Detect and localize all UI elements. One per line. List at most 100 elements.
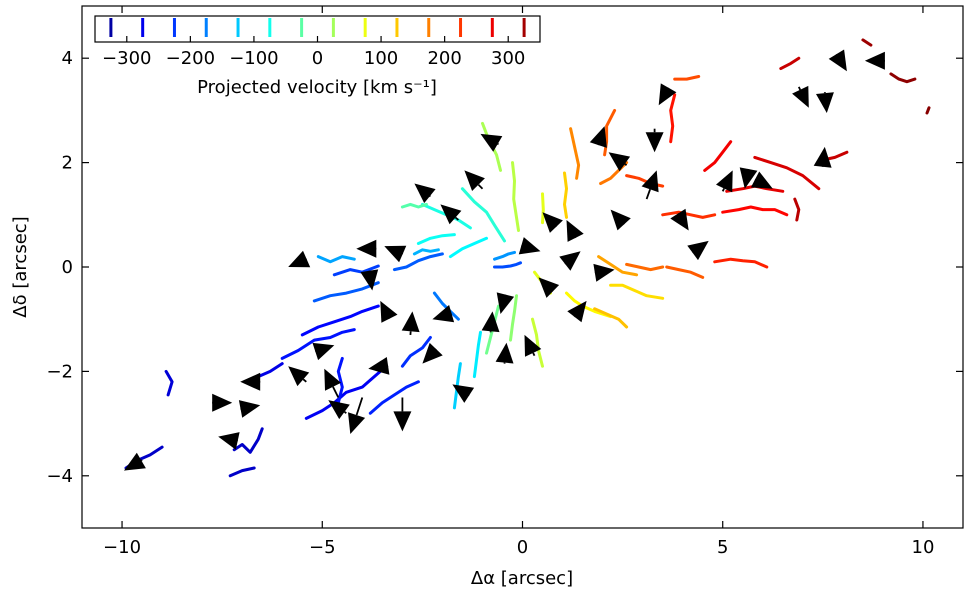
- streamline: [368, 380, 420, 415]
- colorbar-tick-label: 200: [427, 48, 461, 69]
- streamline: [332, 264, 380, 277]
- velocity-arrow: [380, 300, 398, 323]
- streamline: [300, 304, 380, 337]
- streamline: [609, 283, 665, 300]
- streamline: [793, 197, 801, 222]
- streamline: [280, 328, 356, 360]
- streamline: [416, 233, 456, 245]
- colorbar-tick-label: 300: [491, 48, 525, 69]
- colorbar-tick-label: −300: [102, 48, 151, 69]
- arrow-layer: [124, 49, 885, 471]
- velocity-arrow: [240, 372, 261, 391]
- velocity-arrow: [542, 212, 563, 233]
- velocity-arrow: [480, 133, 503, 152]
- velocity-arrow: [481, 311, 500, 333]
- streamline: [625, 262, 665, 272]
- colorbar: −300 −200 −100 0 100 200 300 Projected velocit…: [94, 15, 541, 98]
- streamline: [779, 56, 801, 71]
- velocity-arrow: [218, 432, 240, 450]
- velocity-arrow: [645, 128, 664, 153]
- streamline: [661, 210, 717, 219]
- velocity-arrow: [813, 146, 832, 168]
- velocity-arrow: [368, 357, 390, 375]
- colorbar-segments: [109, 18, 526, 37]
- y-tick-label: −4: [46, 466, 73, 487]
- velocity-arrow: [432, 305, 455, 323]
- streamline: [603, 108, 617, 157]
- colorbar-tick-label: 100: [364, 48, 398, 69]
- streamline: [509, 294, 518, 342]
- streamline: [392, 252, 444, 272]
- velocity-arrow: [610, 209, 631, 231]
- velocity-arrow: [312, 342, 335, 361]
- x-tick-label: 5: [717, 537, 728, 558]
- velocity-arrow: [816, 92, 834, 113]
- streamline: [889, 72, 917, 84]
- velocity-arrow: [324, 368, 342, 398]
- colorbar-ticks: −300 −200 −100 0 100 200 300: [102, 36, 525, 69]
- streamline: [541, 192, 545, 225]
- velocity-arrow: [739, 167, 758, 189]
- streamline: [336, 356, 344, 405]
- x-tick-label: 0: [517, 537, 528, 558]
- streamline: [713, 257, 769, 269]
- velocity-arrow: [360, 269, 379, 291]
- colorbar-tick-label: −200: [166, 48, 215, 69]
- velocity-arrow: [393, 397, 412, 432]
- velocity-arrow: [328, 400, 350, 420]
- colorbar-tick-label: 0: [312, 48, 323, 69]
- colorbar-tick-label: −100: [229, 48, 278, 69]
- streamline: [304, 364, 388, 420]
- velocity-arrow: [687, 240, 709, 261]
- velocity-arrow: [828, 49, 847, 72]
- velocity-arrow: [658, 83, 677, 106]
- velocity-arrow: [348, 397, 366, 434]
- streamline: [673, 75, 701, 81]
- velocity-arrow: [452, 384, 475, 403]
- streamline-layer: [124, 38, 931, 478]
- y-tick-label: 4: [62, 48, 73, 69]
- y-axis-label: Δδ [arcsec]: [10, 216, 31, 317]
- velocity-arrow: [212, 393, 233, 412]
- velocity-arrow: [495, 342, 514, 364]
- streamline: [412, 248, 440, 256]
- streamline: [452, 362, 462, 410]
- streamline: [164, 369, 174, 397]
- streamline: [460, 187, 506, 243]
- velocity-arrow: [593, 263, 615, 282]
- velocity-arrow: [559, 251, 581, 271]
- y-tick-label: 2: [62, 153, 73, 174]
- x-axis: −10 −5 0 5 10: [103, 6, 934, 558]
- streamline: [493, 250, 516, 261]
- streamline: [228, 466, 256, 478]
- streamline: [665, 265, 705, 279]
- streamline: [493, 261, 522, 269]
- streamline: [597, 255, 639, 277]
- velocity-arrow: [356, 239, 377, 258]
- streamline: [472, 330, 482, 379]
- streamline: [511, 161, 520, 232]
- velocity-arrow: [518, 237, 541, 255]
- x-tick-label: −5: [309, 537, 336, 558]
- velocity-arrow: [538, 277, 560, 298]
- streamline: [531, 317, 544, 368]
- velocity-arrow: [422, 342, 443, 364]
- streamline: [669, 93, 677, 144]
- streamline: [400, 336, 432, 368]
- velocity-arrow: [524, 334, 542, 357]
- streamline: [753, 155, 821, 191]
- streamline: [925, 106, 931, 115]
- velocity-arrow: [401, 311, 420, 335]
- velocity-arrow: [567, 300, 587, 323]
- velocity-arrow: [414, 183, 436, 204]
- velocity-arrow: [716, 170, 733, 193]
- streamline: [400, 202, 428, 209]
- velocity-arrow: [384, 245, 407, 263]
- streamline: [563, 171, 568, 219]
- x-tick-label: 10: [912, 537, 935, 558]
- velocity-arrow: [864, 51, 885, 70]
- velocity-arrow: [792, 85, 809, 108]
- streamline: [232, 427, 264, 454]
- velocity-arrow: [608, 152, 631, 172]
- velocity-arrow: [464, 170, 485, 191]
